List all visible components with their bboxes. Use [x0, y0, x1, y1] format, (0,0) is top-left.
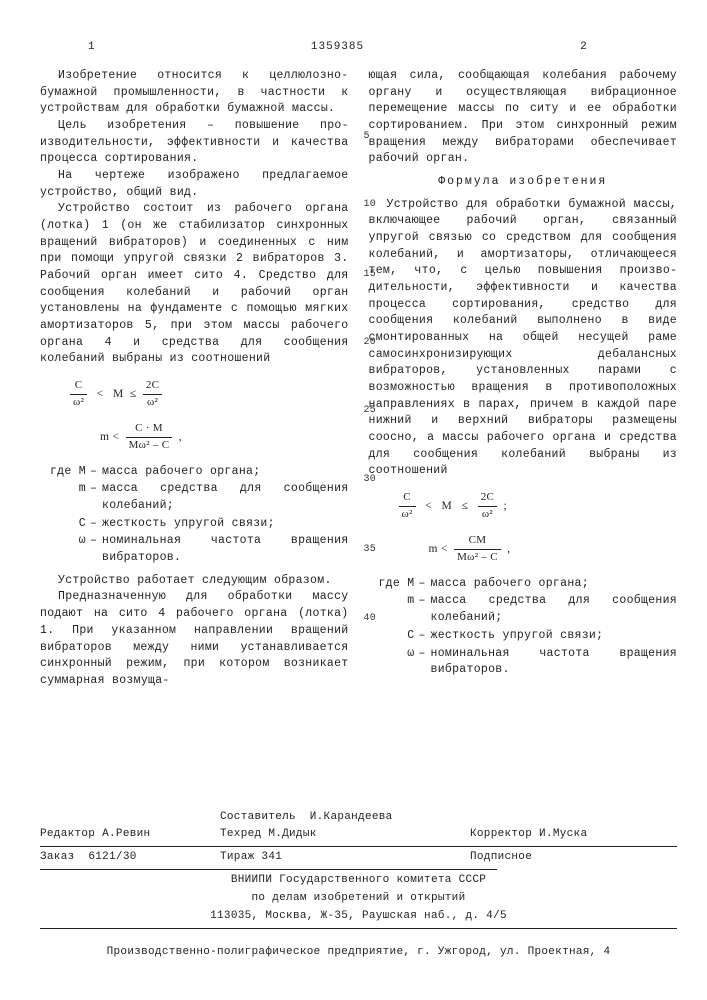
- col-num-1: 1: [88, 40, 95, 56]
- para-2: Цель изобретения – повышение про­изводит…: [40, 118, 349, 168]
- para-6: Предназначенную для обработки мас­су под…: [40, 589, 349, 689]
- para-cont: ющая сила, сообщающая колебания ра­бочем…: [369, 68, 678, 168]
- header: 1 1359385 2: [40, 40, 677, 56]
- formula-1: Сω² < М ≤ 2Сω²: [70, 378, 349, 411]
- para-1: Изобретение относится к целлюлоз­но-бума…: [40, 68, 349, 118]
- para-3: На чертеже изображено предлагае­мое устр…: [40, 168, 349, 201]
- where-block-right: где М–масса рабочего органа; m–масса сре…: [369, 576, 678, 679]
- formula-title: Формула изобретения: [369, 174, 678, 191]
- formula-2: m < С · ММω² – С ,: [100, 421, 349, 454]
- where-block-left: где М–масса рабочего органа; m–масса сре…: [40, 464, 349, 567]
- formula-4: m < СММω² – С ,: [429, 533, 678, 566]
- formula-3: Сω² < М ≤ 2Сω² ;: [399, 490, 678, 523]
- column-right: ющая сила, сообщающая колебания ра­бочем…: [369, 68, 678, 690]
- para-4: Устройство состоит из рабочего органа (л…: [40, 201, 349, 368]
- col-num-2: 2: [580, 40, 587, 56]
- column-left: 5 10 15 20 25 30 35 40 Изобретение относ…: [40, 68, 349, 690]
- claim: Устройство для обработки бумажной массы,…: [369, 197, 678, 480]
- footer: Составитель И.Карандеева Редактор А.Реви…: [40, 810, 677, 962]
- para-5: Устройство работает следующим об­разом.: [40, 573, 349, 590]
- bottom-line: Производственно-полиграфическое предприя…: [40, 945, 677, 961]
- patent-number: 1359385: [311, 40, 364, 56]
